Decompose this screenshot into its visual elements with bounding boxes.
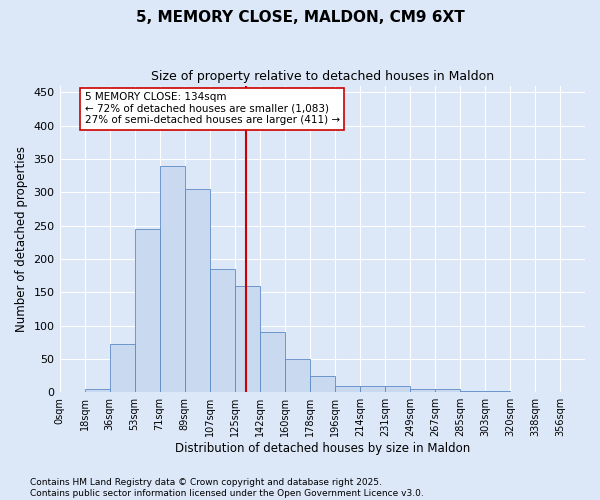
Bar xyxy=(435,389,460,392)
Bar xyxy=(235,286,260,392)
Bar xyxy=(485,391,510,392)
Text: 5, MEMORY CLOSE, MALDON, CM9 6XT: 5, MEMORY CLOSE, MALDON, CM9 6XT xyxy=(136,10,464,25)
Title: Size of property relative to detached houses in Maldon: Size of property relative to detached ho… xyxy=(151,70,494,83)
Bar xyxy=(134,229,160,392)
Bar xyxy=(310,376,335,392)
Bar xyxy=(85,389,110,392)
Y-axis label: Number of detached properties: Number of detached properties xyxy=(15,146,28,332)
Bar xyxy=(460,391,485,392)
X-axis label: Distribution of detached houses by size in Maldon: Distribution of detached houses by size … xyxy=(175,442,470,455)
Bar xyxy=(185,189,209,392)
Bar xyxy=(285,359,310,392)
Bar xyxy=(360,386,385,392)
Text: Contains HM Land Registry data © Crown copyright and database right 2025.
Contai: Contains HM Land Registry data © Crown c… xyxy=(30,478,424,498)
Bar xyxy=(410,389,435,392)
Text: 5 MEMORY CLOSE: 134sqm
← 72% of detached houses are smaller (1,083)
27% of semi-: 5 MEMORY CLOSE: 134sqm ← 72% of detached… xyxy=(85,92,340,126)
Bar xyxy=(160,166,185,392)
Bar xyxy=(209,269,235,392)
Bar xyxy=(335,386,360,392)
Bar xyxy=(110,344,134,392)
Bar xyxy=(260,332,285,392)
Bar xyxy=(385,386,410,392)
